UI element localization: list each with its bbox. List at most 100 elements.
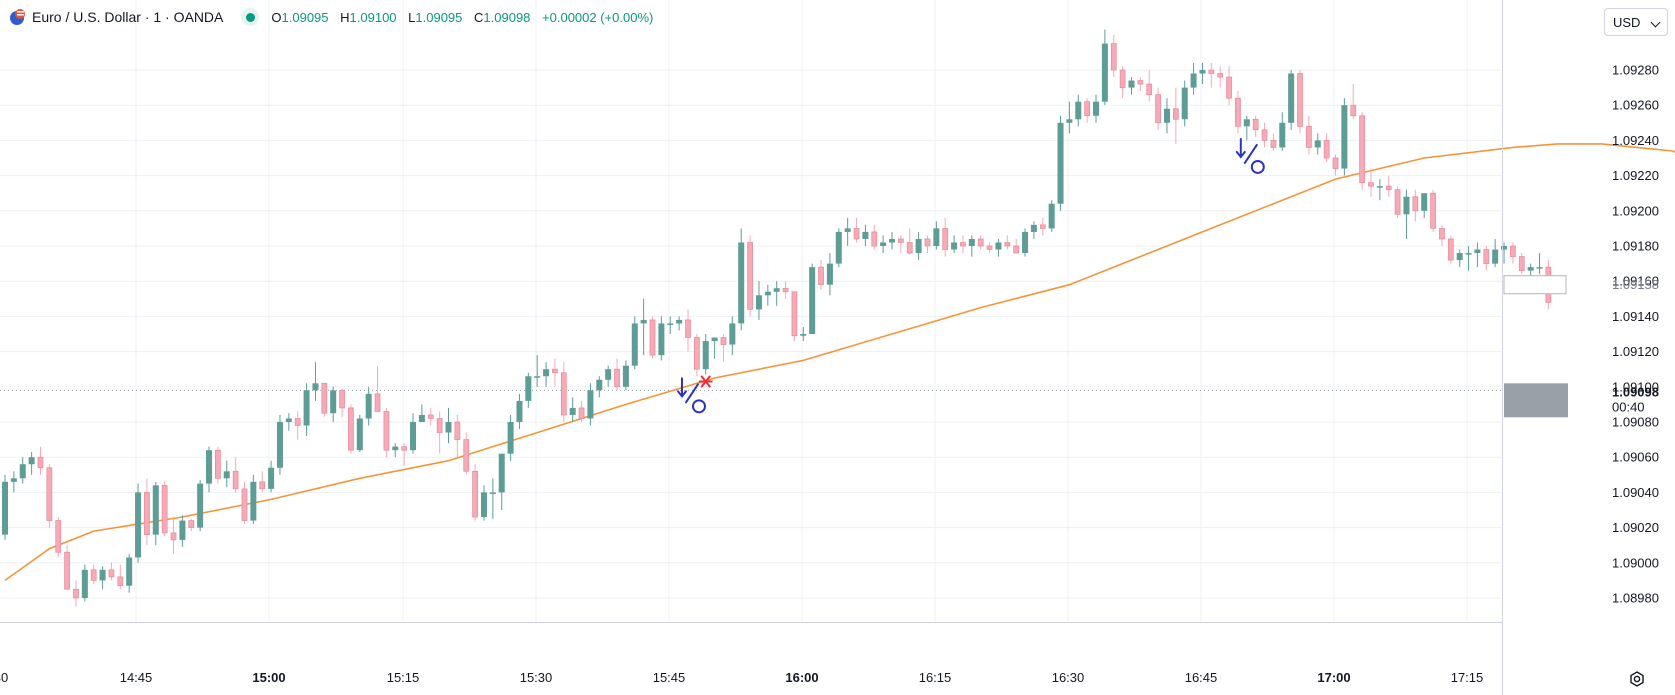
candle-body bbox=[1110, 43, 1117, 71]
high-value: 1.09100 bbox=[349, 9, 397, 25]
candle bbox=[995, 238, 1002, 257]
candle bbox=[933, 221, 940, 250]
candle-body bbox=[330, 390, 337, 414]
candle bbox=[543, 362, 550, 387]
candle bbox=[197, 480, 204, 532]
candle bbox=[348, 404, 354, 454]
candle-body bbox=[560, 372, 567, 416]
candle bbox=[1518, 253, 1525, 275]
candle bbox=[871, 224, 878, 250]
candle-body bbox=[658, 323, 665, 356]
time-tick-label: 16:15 bbox=[919, 670, 952, 685]
candle bbox=[321, 382, 328, 417]
candle-body bbox=[596, 379, 603, 391]
price-tick-label: 1.09260 bbox=[1612, 98, 1659, 113]
candle bbox=[365, 386, 372, 426]
candle-body bbox=[889, 238, 895, 243]
candle-body bbox=[605, 369, 612, 380]
gear-icon[interactable] bbox=[1626, 668, 1648, 690]
candle bbox=[276, 414, 283, 475]
candle-body bbox=[1536, 267, 1543, 269]
candle bbox=[90, 564, 97, 584]
candle bbox=[1119, 66, 1126, 99]
candle bbox=[480, 485, 487, 521]
candle-body bbox=[773, 288, 780, 292]
candle-body bbox=[1084, 101, 1090, 117]
candle bbox=[498, 453, 505, 510]
candle-body bbox=[480, 492, 487, 518]
time-tick-label: 14:45 bbox=[120, 670, 153, 685]
candle-body bbox=[55, 520, 62, 553]
candle-body bbox=[410, 422, 417, 451]
candle bbox=[285, 413, 292, 431]
candle bbox=[1474, 242, 1481, 268]
currency-dropdown[interactable]: USD bbox=[1604, 8, 1668, 36]
candle-body bbox=[552, 368, 558, 374]
candle bbox=[1030, 221, 1037, 239]
candle bbox=[596, 376, 603, 398]
candle-body bbox=[28, 457, 35, 465]
candle bbox=[232, 457, 239, 493]
candle-body bbox=[489, 492, 496, 494]
time-tick-label: 14:30 bbox=[0, 670, 8, 685]
candle-body bbox=[1483, 249, 1490, 264]
open-value: 1.09095 bbox=[281, 9, 329, 25]
candle bbox=[1208, 62, 1215, 88]
candle-body bbox=[1518, 256, 1525, 271]
arrow-head bbox=[676, 390, 687, 398]
candle bbox=[835, 228, 842, 268]
candle bbox=[259, 471, 266, 493]
candle bbox=[1057, 115, 1064, 211]
grid-lines bbox=[0, 0, 1502, 622]
candle-body bbox=[587, 390, 594, 419]
candle-body bbox=[365, 393, 372, 419]
candle-body bbox=[1075, 101, 1082, 120]
candle-body bbox=[1341, 105, 1348, 169]
candle-body bbox=[1465, 253, 1472, 255]
candle bbox=[427, 407, 434, 426]
candle bbox=[1172, 87, 1179, 144]
candle-body bbox=[285, 418, 292, 422]
market-open-dot-icon bbox=[241, 8, 260, 26]
low-label: L bbox=[408, 9, 416, 25]
candle bbox=[392, 443, 399, 458]
candle-body bbox=[862, 231, 869, 239]
candle bbox=[711, 337, 718, 359]
candle bbox=[99, 566, 106, 590]
candle-body bbox=[694, 337, 700, 370]
candle-body bbox=[81, 569, 88, 598]
candle bbox=[1022, 228, 1029, 257]
candle bbox=[702, 334, 709, 375]
candle-body bbox=[977, 238, 984, 247]
candle bbox=[64, 545, 70, 590]
candle bbox=[215, 446, 221, 484]
candle-body bbox=[1527, 267, 1534, 271]
candle-body bbox=[179, 520, 186, 540]
candle bbox=[1155, 87, 1161, 130]
candle-body bbox=[126, 557, 133, 586]
candle-body bbox=[1146, 83, 1153, 95]
candle-body bbox=[1030, 224, 1037, 232]
current-price-label: 1.09098 bbox=[1612, 384, 1659, 399]
candle bbox=[1181, 80, 1188, 127]
candle-body bbox=[995, 242, 1002, 250]
candle-body bbox=[1474, 249, 1481, 254]
price-tick-label: 1.09120 bbox=[1612, 344, 1659, 359]
candle-body bbox=[1439, 228, 1445, 240]
candle bbox=[10, 471, 17, 493]
candle-body bbox=[906, 242, 913, 254]
symbol-title[interactable]: Euro / U.S. Dollar · 1 · OANDA bbox=[32, 9, 224, 25]
candle-body bbox=[1394, 189, 1401, 215]
candle-body bbox=[1492, 249, 1499, 264]
candle bbox=[818, 260, 824, 290]
candle bbox=[1279, 112, 1286, 151]
candle bbox=[667, 316, 674, 334]
candle bbox=[738, 228, 745, 331]
candle-body bbox=[738, 242, 745, 324]
candle-body bbox=[516, 400, 523, 422]
candle-body bbox=[791, 291, 798, 337]
candle-body bbox=[871, 231, 878, 247]
euro-usd-flag-icon bbox=[10, 9, 25, 25]
